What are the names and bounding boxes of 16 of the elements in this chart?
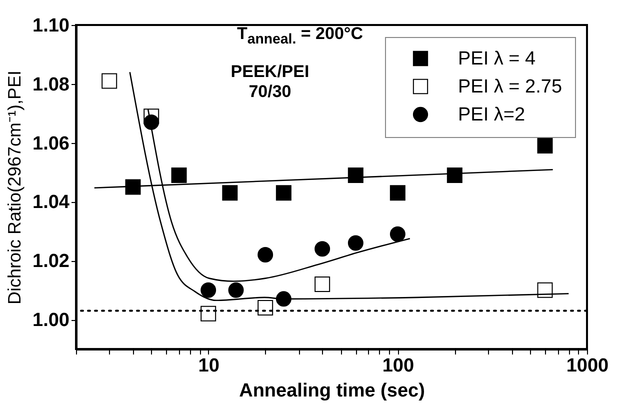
legend-label: PEI λ=2 xyxy=(458,104,526,126)
y-tick-label: 1.00 xyxy=(32,310,70,332)
y-tick-label: 1.10 xyxy=(32,16,70,36)
x-tick-label: 10 xyxy=(198,356,220,376)
y-tick-label: 1.04 xyxy=(32,192,70,214)
x-tick-label: 100 xyxy=(382,356,414,376)
y-tick-label: 1.02 xyxy=(32,251,70,272)
y-axis-title: Dichroic Ratio(2967cm⁻¹),PEI xyxy=(4,70,25,305)
legend-label: PEI λ = 4 xyxy=(458,48,536,70)
y-tick-label: 1.08 xyxy=(32,74,70,96)
annotation: T$_{anneal.}$ = 200°C xyxy=(236,24,364,48)
annotation: PEEK/PEI 70/30 xyxy=(230,62,310,102)
x-tick-label: 1000 xyxy=(566,356,609,376)
x-axis-title: Annealing time (sec) xyxy=(239,380,425,402)
y-tick-label: 1.06 xyxy=(32,133,70,154)
legend-label: PEI λ = 2.75 xyxy=(458,76,562,98)
